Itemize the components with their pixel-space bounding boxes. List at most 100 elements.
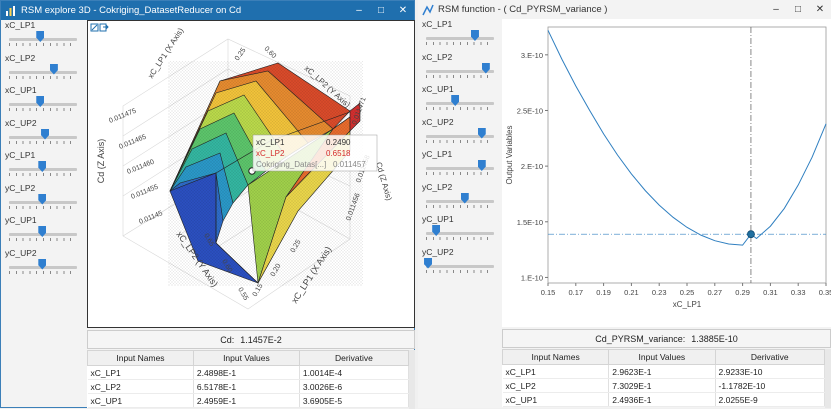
table-row[interactable]: xC_LP1 2.9623E-1 2.9233E-10	[502, 364, 825, 379]
rsm-explore-3d-window: RSM explore 3D - Cokriging_DatasetReduce…	[0, 0, 415, 409]
slider-thumb[interactable]	[451, 95, 460, 106]
slider-thumb[interactable]	[38, 226, 47, 237]
top-tick: 0.25	[234, 47, 248, 62]
slider-thumb[interactable]	[41, 128, 50, 140]
slider-track[interactable]	[426, 134, 494, 138]
table-cell: 1.0014E-4	[299, 365, 410, 380]
slider-row[interactable]: yC_LP2	[418, 182, 504, 215]
slider-thumb[interactable]	[477, 160, 486, 171]
slider-thumb[interactable]	[38, 258, 47, 270]
slider-track[interactable]	[426, 167, 494, 170]
slider-ticks	[9, 108, 77, 111]
table-row[interactable]: xC_LP2 6.5178E-1 3.0026E-6	[87, 379, 410, 394]
slider-track[interactable]	[9, 103, 77, 106]
rsm-line-chart[interactable]: 1.E-10 1.5E-10 2.E-10 2.5E-10 3.E-10 0.15 0.1…	[502, 19, 831, 327]
table-cell[interactable]: 2.4959E-1	[193, 393, 300, 408]
window-titlebar[interactable]: RSM function - ( Cd_PYRSM_variance ) – □…	[418, 0, 831, 19]
slider-row[interactable]: yC_LP2	[1, 183, 87, 216]
slider-track[interactable]	[426, 69, 494, 73]
slider-label: xC_LP2	[422, 51, 453, 62]
table-cell[interactable]: 2.4898E-1	[193, 365, 300, 380]
slider-row[interactable]: yC_UP1	[418, 214, 504, 247]
z-axis-label: Cd (Z Axis)	[96, 139, 106, 184]
close-icon[interactable]: ✕	[398, 5, 408, 16]
slider-label: xC_UP1	[5, 85, 37, 95]
table-cell: 2.9233E-10	[715, 364, 825, 379]
maximize-icon[interactable]: □	[794, 4, 802, 15]
slider-row[interactable]: xC_UP2	[418, 117, 504, 150]
table-cell[interactable]: 6.5178E-1	[193, 379, 300, 394]
slider-thumb[interactable]	[477, 127, 486, 139]
slider-track[interactable]	[426, 37, 494, 40]
slider-thumb[interactable]	[38, 193, 47, 205]
slider-row[interactable]: yC_LP1	[1, 150, 87, 183]
column-header[interactable]: Input Names	[501, 349, 610, 365]
column-header[interactable]: Input Names	[87, 350, 194, 366]
minimize-icon[interactable]: –	[773, 4, 779, 15]
slider-track[interactable]	[426, 264, 494, 268]
slider-row[interactable]: xC_UP1	[1, 85, 87, 118]
slider-label: xC_LP1	[5, 20, 36, 30]
table-cell: xC_LP2	[87, 379, 194, 394]
y-tick-label: 1.E-10	[521, 273, 543, 282]
reset-view-icon[interactable]	[90, 23, 99, 32]
chart-series	[547, 27, 827, 283]
slider-thumb[interactable]	[470, 30, 479, 41]
column-header[interactable]: Input Values	[192, 350, 300, 366]
slider-row[interactable]: yC_LP1	[418, 149, 504, 182]
close-icon[interactable]: ✕	[815, 4, 825, 15]
slider-thumb[interactable]	[424, 257, 433, 269]
slider-label: yC_LP2	[5, 182, 36, 193]
slider-thumb[interactable]	[36, 96, 45, 107]
z-tick-label: 0.011455	[130, 184, 159, 201]
slider-row[interactable]: xC_LP1	[418, 19, 504, 52]
table-row[interactable]: xC_UP1 2.4959E-1 3.6905E-5	[87, 393, 410, 408]
table-row[interactable]: xC_LP1 2.4898E-1 1.0014E-4	[87, 365, 410, 380]
table-cell[interactable]: 2.4936E-1	[608, 392, 716, 407]
table-cell[interactable]: 7.3029E-1	[608, 378, 716, 393]
slider-row[interactable]: xC_UP1	[418, 84, 504, 117]
slider-row[interactable]: xC_LP2	[418, 52, 504, 85]
window-titlebar[interactable]: RSM explore 3D - Cokriging_DatasetReduce…	[1, 1, 414, 20]
slider-track[interactable]	[9, 70, 77, 74]
slider-thumb[interactable]	[38, 161, 47, 172]
column-header[interactable]: Derivative	[714, 349, 825, 365]
slider-thumb[interactable]	[36, 31, 45, 42]
inputs-table: Input Names Input Values Derivative xC_L…	[501, 349, 825, 407]
table-cell: 2.0255E-9	[715, 392, 825, 407]
slider-track[interactable]	[9, 38, 77, 41]
slider-row[interactable]: yC_UP1	[1, 215, 87, 248]
slider-thumb[interactable]	[481, 62, 490, 74]
slider-row[interactable]: yC_UP2	[1, 248, 87, 281]
x-tick-label: 0.31	[763, 288, 778, 297]
table-cell[interactable]: 2.9623E-1	[608, 364, 716, 379]
slider-ticks	[426, 237, 494, 240]
series-line	[547, 30, 827, 246]
slider-thumb[interactable]	[460, 192, 469, 204]
slider-thumb[interactable]	[432, 225, 441, 236]
slider-row[interactable]: xC_LP2	[1, 53, 87, 86]
column-header[interactable]: Derivative	[298, 350, 410, 366]
column-header[interactable]: Input Values	[608, 349, 716, 365]
slider-ticks	[9, 140, 77, 144]
export-icon[interactable]	[99, 23, 109, 32]
table-row[interactable]: xC_UP1 2.4936E-1 2.0255E-9	[502, 392, 825, 407]
table-scrollbar[interactable]	[409, 350, 415, 409]
minimize-icon[interactable]: –	[356, 5, 362, 16]
slider-row[interactable]: xC_UP2	[1, 118, 87, 151]
maximize-icon[interactable]: □	[377, 5, 385, 16]
slider-ticks	[426, 74, 494, 78]
slider-thumb[interactable]	[49, 63, 58, 75]
slider-row[interactable]: xC_LP1	[1, 20, 87, 53]
table-cell: 3.0026E-6	[299, 379, 410, 394]
slider-track[interactable]	[426, 199, 494, 203]
table-row[interactable]: xC_LP2 7.3029E-1 -1.1782E-10	[502, 378, 825, 393]
surface-plot-3d[interactable]: Cd (Z Axis) xC_LP1 (X Axis) xC_LP2 (Y Ax…	[87, 20, 415, 328]
slider-row[interactable]: yC_UP2	[418, 247, 504, 280]
x-tick-label: 0.33	[791, 288, 806, 297]
table-scrollbar[interactable]	[825, 349, 831, 408]
slider-track[interactable]	[426, 232, 494, 235]
table-cell: 3.6905E-5	[299, 393, 410, 408]
x-tick-label: 0.35	[819, 288, 831, 297]
slider-track[interactable]	[426, 102, 494, 105]
